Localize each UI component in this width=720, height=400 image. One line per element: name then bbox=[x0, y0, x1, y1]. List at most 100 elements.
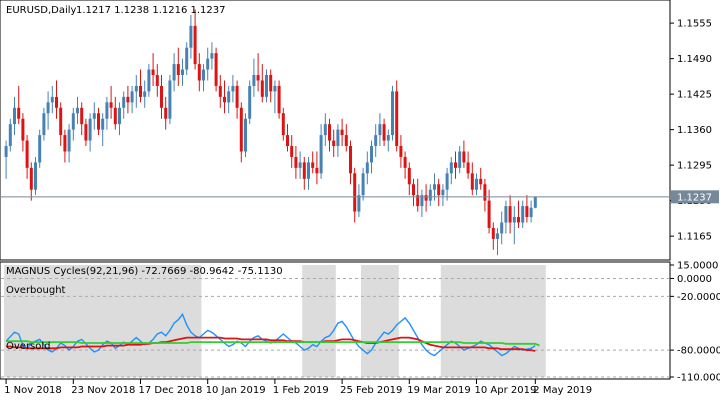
candle-body bbox=[214, 53, 218, 86]
candle-body bbox=[466, 162, 470, 174]
candle-body bbox=[294, 156, 298, 168]
candle-body bbox=[323, 124, 327, 136]
candle-body bbox=[160, 85, 163, 108]
candle-body bbox=[88, 118, 92, 141]
candle-body bbox=[357, 195, 361, 212]
candle-body bbox=[252, 75, 256, 86]
candle-body bbox=[105, 102, 109, 119]
candle-body bbox=[273, 85, 277, 92]
indicator-tick-label: 0.0000 bbox=[677, 274, 712, 285]
candle-body bbox=[239, 107, 243, 152]
price-axis: 1.15551.14901.14251.13601.12951.12301.11… bbox=[670, 19, 712, 243]
candle-body bbox=[332, 140, 336, 147]
candle-body bbox=[248, 85, 252, 119]
oversold-label: Oversold bbox=[6, 341, 51, 352]
candle-body bbox=[437, 184, 441, 196]
time-tick-label: 10 Jan 2019 bbox=[206, 385, 266, 396]
price-tick-label: 1.1425 bbox=[677, 90, 712, 101]
candle-body bbox=[458, 151, 462, 168]
cycle-shade bbox=[302, 265, 336, 377]
candle-body bbox=[378, 124, 382, 136]
candle-body bbox=[193, 25, 197, 65]
candle-body bbox=[164, 107, 168, 119]
candle-body bbox=[55, 96, 58, 108]
time-tick-label: 10 Apr 2019 bbox=[475, 385, 537, 396]
price-panel[interactable] bbox=[0, 0, 671, 261]
candle-body bbox=[521, 206, 525, 223]
candle-body bbox=[386, 135, 390, 141]
candle-body bbox=[25, 140, 29, 168]
candle-body bbox=[504, 206, 508, 223]
candle-body bbox=[298, 162, 302, 168]
candle-body bbox=[403, 156, 407, 168]
candle-body bbox=[441, 189, 445, 196]
candle-body bbox=[412, 184, 415, 196]
candle-body bbox=[277, 85, 281, 114]
candle-body bbox=[302, 162, 306, 179]
candle-body bbox=[424, 195, 428, 201]
candle-body bbox=[50, 96, 54, 103]
candle-body bbox=[189, 25, 193, 48]
candle-body bbox=[311, 162, 315, 168]
candle-body bbox=[491, 227, 495, 239]
current-price-badge bbox=[671, 190, 719, 204]
candle-body bbox=[286, 135, 289, 147]
candle-body bbox=[269, 75, 273, 92]
price-tick-label: 1.1555 bbox=[677, 19, 712, 30]
candle-body bbox=[365, 162, 369, 174]
price-tick-label: 1.1490 bbox=[677, 54, 712, 65]
candle-body bbox=[223, 96, 226, 103]
candle-body bbox=[475, 178, 478, 190]
candle-body bbox=[391, 91, 394, 136]
candle-body bbox=[113, 107, 117, 125]
current-price-label: 1.1237 bbox=[677, 192, 712, 203]
candle-body bbox=[34, 162, 37, 190]
candle-body bbox=[130, 91, 134, 103]
candle-body bbox=[97, 113, 100, 130]
price-tick-label: 1.1360 bbox=[677, 125, 712, 136]
price-tick-label: 1.1165 bbox=[677, 232, 712, 243]
candle-body bbox=[67, 129, 71, 152]
indicator-tick-label: -110.0000 bbox=[677, 373, 720, 384]
candle-body bbox=[244, 118, 247, 152]
price-tick-label: 1.1295 bbox=[677, 161, 712, 172]
candle-body bbox=[38, 135, 42, 163]
green-indicator-line bbox=[6, 340, 540, 347]
overbought-label: Overbought bbox=[6, 285, 66, 296]
candle-body bbox=[420, 195, 424, 207]
candle-body bbox=[92, 113, 96, 119]
candle-body bbox=[319, 135, 323, 174]
candle-body bbox=[328, 124, 331, 141]
candle-body bbox=[382, 124, 386, 141]
time-tick-label: 1 Nov 2018 bbox=[4, 385, 62, 396]
candle-body bbox=[46, 102, 50, 114]
time-tick-label: 1 Feb 2019 bbox=[273, 385, 329, 396]
candle-body bbox=[462, 151, 466, 163]
red-indicator-line bbox=[6, 336, 536, 352]
candle-body bbox=[470, 173, 474, 190]
candle-body bbox=[340, 129, 344, 136]
candle-body bbox=[281, 113, 285, 136]
indicator-tick-label: -20.0000 bbox=[677, 292, 720, 303]
candle-body bbox=[197, 64, 201, 81]
candle-body bbox=[416, 195, 420, 207]
candle-body bbox=[4, 146, 8, 157]
candle-body bbox=[29, 167, 33, 190]
candle-body bbox=[168, 80, 172, 119]
cycle-shade bbox=[361, 265, 399, 377]
candle-body bbox=[399, 146, 403, 157]
candle-body bbox=[122, 96, 126, 108]
candle-body bbox=[433, 184, 436, 190]
candle-body bbox=[143, 91, 147, 97]
candle-body bbox=[265, 75, 268, 97]
candle-body bbox=[80, 107, 84, 125]
candle-body bbox=[307, 162, 310, 179]
time-tick-label: 17 Dec 2018 bbox=[139, 385, 203, 396]
indicator-tick-label: 15.0000 bbox=[677, 261, 718, 272]
candle-body bbox=[374, 135, 378, 147]
candle-body bbox=[155, 75, 159, 86]
candle-body bbox=[84, 124, 88, 141]
candle-body bbox=[361, 173, 365, 196]
candle-body bbox=[109, 102, 113, 108]
